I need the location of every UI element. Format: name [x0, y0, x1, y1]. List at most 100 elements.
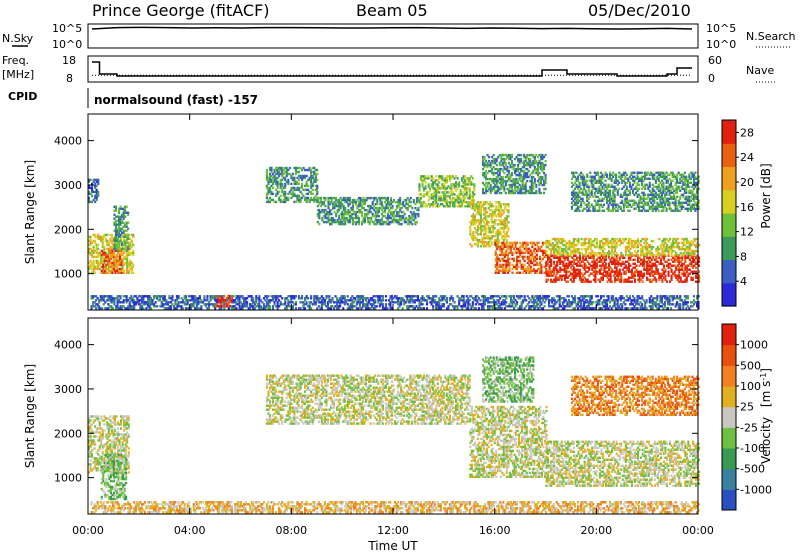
heatmap-cell [297, 307, 300, 310]
heatmap-cell [685, 295, 688, 298]
heatmap-cell [117, 259, 120, 263]
heatmap-cell [584, 301, 587, 304]
heatmap-cell [553, 260, 556, 263]
heatmap-cell [470, 305, 473, 308]
heatmap-cell [497, 185, 500, 189]
heatmap-cell [380, 200, 383, 204]
heatmap-cell [519, 297, 522, 300]
heatmap-cell [284, 297, 287, 300]
heatmap-cell [127, 233, 130, 237]
heatmap-cell [529, 161, 532, 165]
heatmap-cell [595, 301, 598, 304]
heatmap-cell [494, 295, 497, 298]
heatmap-cell [513, 259, 516, 263]
heatmap-cell [98, 237, 101, 241]
heatmap-cell [508, 257, 511, 261]
heatmap-cell [561, 301, 564, 304]
heatmap-cell [372, 307, 375, 310]
heatmap-cell [281, 178, 284, 182]
heatmap-cell [139, 307, 142, 310]
heatmap-cell [314, 188, 317, 192]
heatmap-cell [631, 299, 634, 302]
heatmap-cell [487, 241, 490, 244]
heatmap-cell [435, 205, 438, 208]
heatmap-cell [240, 295, 243, 298]
heatmap-cell [494, 241, 497, 245]
heatmap-cell [518, 175, 521, 179]
heatmap-cell [586, 301, 589, 304]
heatmap-cell [156, 305, 159, 308]
heatmap-cell [549, 299, 552, 302]
heatmap-cell [382, 206, 385, 210]
heatmap-cell [564, 305, 567, 308]
heatmap-cell [494, 301, 497, 304]
heatmap-cell [473, 243, 476, 246]
heatmap-cell [310, 301, 313, 304]
heatmap-cell [220, 295, 223, 298]
heatmap-cell [336, 204, 339, 208]
heatmap-cell [326, 303, 329, 306]
heatmap-cell [482, 171, 485, 175]
heatmap-cell [382, 222, 385, 226]
heatmap-cell [102, 271, 105, 274]
heatmap-cell [538, 257, 541, 261]
heatmap-cell [307, 184, 310, 188]
heatmap-cell [515, 169, 518, 173]
heatmap-cell [659, 297, 662, 300]
heatmap-cell [408, 214, 411, 218]
heatmap-cell [490, 243, 493, 246]
heatmap-cell [516, 261, 519, 265]
heatmap-cell [392, 301, 395, 304]
heatmap-cell [100, 237, 103, 241]
heatmap-cell [430, 303, 433, 306]
heatmap-cell [133, 307, 136, 310]
heatmap-cell [473, 189, 476, 192]
heatmap-cell [371, 200, 374, 204]
heatmap-cell [284, 200, 287, 204]
heatmap-cell [95, 251, 98, 255]
heatmap-cell [174, 303, 177, 306]
heatmap-cell [290, 301, 293, 304]
heatmap-cell [432, 201, 435, 204]
heatmap-cell [279, 178, 282, 182]
heatmap-cell [671, 303, 674, 306]
heatmap-cell [119, 295, 122, 298]
heatmap-cell [464, 205, 467, 208]
heatmap-cell [297, 170, 300, 174]
heatmap-cell [331, 299, 334, 302]
heatmap-cell [183, 297, 186, 300]
heatmap-cell [323, 299, 326, 302]
heatmap-cell [450, 189, 453, 192]
heatmap-cell [534, 247, 537, 251]
heatmap-cell [405, 198, 408, 202]
heatmap-cell [432, 203, 435, 206]
heatmap-cell [397, 301, 400, 304]
heatmap-cell [409, 297, 412, 300]
heatmap-cell [526, 161, 529, 165]
heatmap-cell [432, 187, 435, 190]
heatmap-cell [583, 295, 586, 298]
heatmap-cell [627, 299, 630, 302]
heatmap-cell [339, 202, 342, 206]
heatmap-cell [580, 299, 583, 302]
heatmap-cell [327, 214, 330, 218]
heatmap-cell [532, 169, 535, 173]
heatmap-cell [668, 301, 671, 304]
heatmap-cell [621, 307, 624, 310]
heatmap-cell [399, 218, 402, 222]
heatmap-cell [282, 168, 285, 172]
heatmap-cell [535, 301, 538, 304]
heatmap-cell [506, 153, 509, 157]
heatmap-cell [273, 180, 276, 184]
heatmap-cell [316, 186, 319, 190]
heatmap-cell [529, 299, 532, 302]
heatmap-cell [92, 261, 95, 265]
heatmap-cell [543, 241, 546, 245]
heatmap-cell [530, 187, 533, 191]
heatmap-cell [410, 297, 413, 300]
heatmap-cell [335, 198, 338, 202]
heatmap-cell [421, 181, 424, 184]
heatmap-cell [126, 257, 129, 261]
heatmap-cell [433, 181, 436, 184]
heatmap-cell [113, 303, 116, 306]
